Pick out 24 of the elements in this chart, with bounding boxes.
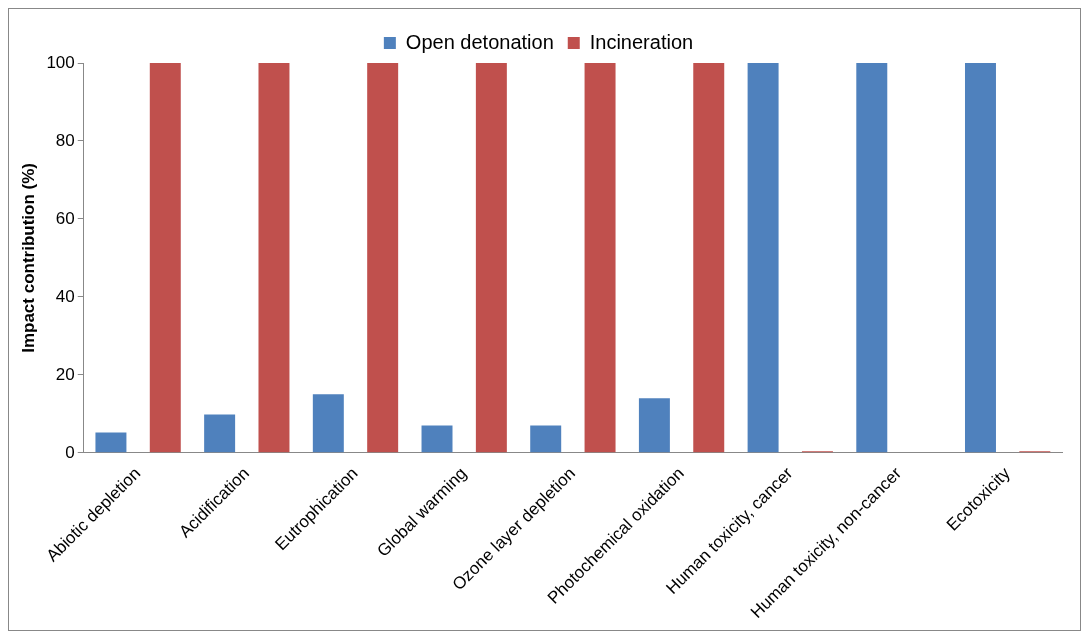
legend-label: Open detonation	[405, 30, 554, 53]
bar	[856, 63, 888, 453]
bar	[204, 414, 236, 453]
bar	[584, 63, 616, 453]
bar	[530, 425, 562, 453]
bar	[421, 425, 453, 453]
bar	[258, 63, 290, 453]
bar	[638, 398, 670, 453]
bar	[312, 394, 344, 453]
y-tick-label: 80	[55, 130, 75, 150]
bar	[367, 63, 399, 453]
y-tick-label: 100	[46, 52, 75, 72]
bar	[747, 63, 779, 453]
y-tick-label: 60	[55, 208, 75, 228]
y-tick-label: 20	[55, 364, 75, 384]
y-axis-title: Impact contribution (%)	[18, 163, 38, 353]
bar	[149, 63, 181, 453]
y-tick-label: 0	[65, 442, 75, 462]
legend-label: Incineration	[589, 30, 694, 53]
y-tick-label: 40	[55, 286, 75, 306]
bar	[693, 63, 725, 453]
bar	[964, 63, 996, 453]
bar	[95, 432, 127, 453]
bar	[475, 63, 507, 453]
